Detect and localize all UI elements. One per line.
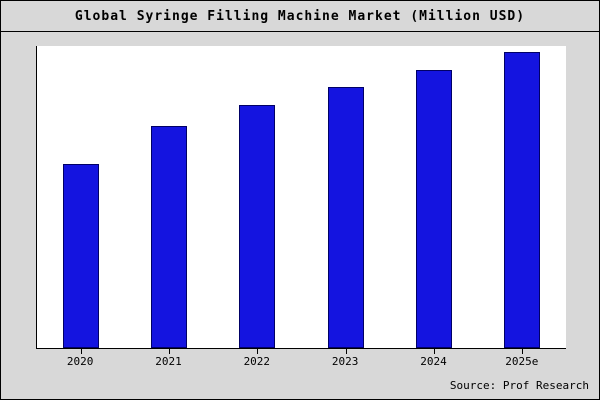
chart-header: Global Syringe Filling Machine Market (M… (1, 1, 599, 32)
axis-tick (257, 349, 259, 354)
bar-column (478, 46, 566, 354)
x-axis-label: 2022 (243, 355, 271, 368)
bar-column (125, 46, 213, 354)
bar (63, 164, 100, 348)
bar (415, 69, 452, 348)
bar-column (37, 46, 125, 354)
x-axis-label: 2023 (331, 355, 359, 368)
plot-area (36, 46, 566, 354)
bar (151, 125, 188, 348)
bar (327, 87, 364, 348)
x-axis-label: 2021 (155, 355, 182, 368)
axis-tick (521, 349, 523, 354)
bar-column (213, 46, 301, 354)
bar-column (390, 46, 478, 354)
source-text: Source: Prof Research (449, 379, 589, 392)
axis-tick (81, 349, 83, 354)
bar (239, 105, 276, 348)
axis-tick (433, 349, 435, 354)
x-axis-labels: 2020 2021 2022 2023 2024 2025e (36, 355, 566, 368)
chart-title: Global Syringe Filling Machine Market (M… (74, 8, 526, 24)
bar-column (302, 46, 390, 354)
x-axis-label: 2020 (66, 355, 94, 368)
axis-tick (169, 349, 171, 354)
x-axis-label: 2025e (505, 355, 539, 368)
bar (503, 51, 540, 348)
axis-tick (345, 349, 347, 354)
x-axis-label: 2024 (420, 355, 447, 368)
